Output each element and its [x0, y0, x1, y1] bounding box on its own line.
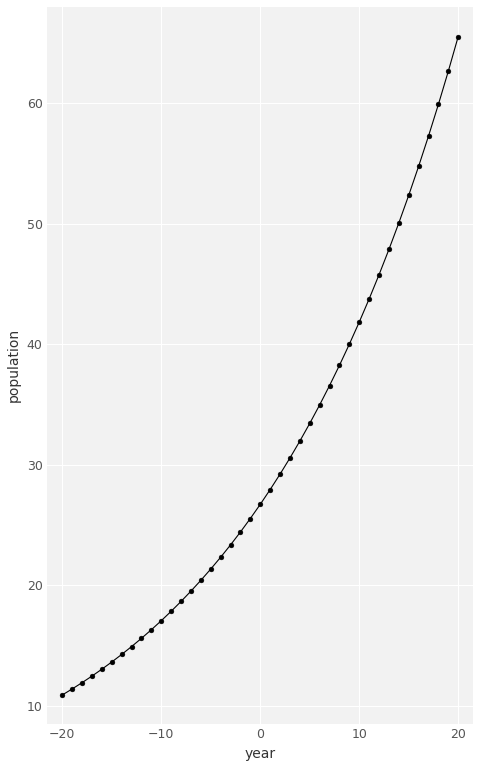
- Y-axis label: population: population: [7, 328, 21, 402]
- X-axis label: year: year: [245, 747, 276, 761]
